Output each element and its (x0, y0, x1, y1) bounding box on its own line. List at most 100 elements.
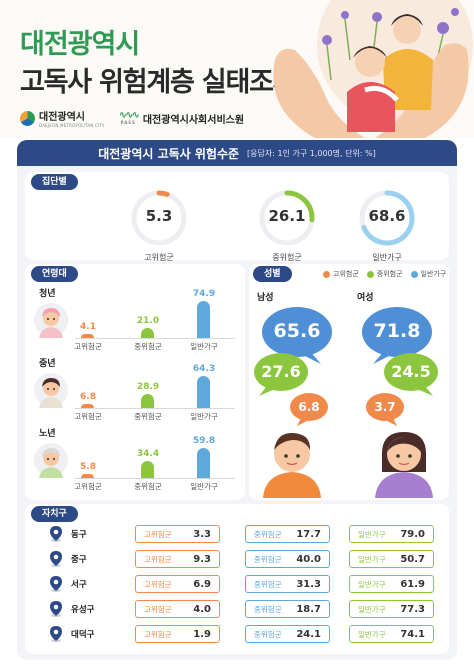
age-bar (197, 448, 210, 478)
district-row: 대덕구 고위험군 1.9 중위험군 24.1 일반가구 74.1 (27, 624, 447, 644)
group-ring-chart-0 (131, 190, 187, 246)
district-cell-label: 일반가구 (358, 529, 386, 539)
district-cell-label: 중위험군 (254, 604, 282, 614)
male-high-value: 6.8 (298, 400, 320, 414)
district-cell-label: 중위험군 (254, 529, 282, 539)
group-ring-arc (131, 190, 187, 246)
card-subtitle: [응답자: 1인 가구 1,000명, 단위: %] (247, 148, 376, 158)
age-bar (197, 375, 210, 408)
district-cell-label: 중위험군 (254, 629, 282, 639)
title-line-1: 대전광역시 (20, 29, 140, 60)
group-ring-value: 5.3 (145, 207, 173, 225)
district-cell-value: 79.0 (400, 528, 425, 540)
male-mid-value: 27.6 (261, 362, 301, 381)
age-bar-value: 64.3 (192, 363, 216, 374)
district-high-cell: 고위험군 1.9 (135, 625, 220, 643)
district-cell-value: 24.1 (296, 628, 321, 640)
location-pin-icon (50, 576, 62, 592)
age-bar-label: 일반가구 (190, 342, 218, 351)
age-tag: 연령대 (31, 266, 78, 282)
age-baseline (75, 478, 235, 479)
daejeon-emblem-icon (20, 110, 35, 126)
district-general-cell: 일반가구 74.1 (349, 625, 434, 643)
female-mid-bubble (384, 353, 438, 396)
male-person-illustration (263, 432, 321, 498)
daejeon-logo: 대전광역시 DAEJEON METROPOLITAN CITY (20, 108, 105, 128)
age-avatar-icon (34, 303, 68, 338)
logo-bar: 대전광역시 DAEJEON METROPOLITAN CITY ∿∿∿ PASS… (20, 108, 244, 128)
group-ring-arc (359, 190, 415, 246)
district-cell-value: 9.3 (193, 553, 211, 565)
district-row: 유성구 고위험군 4.0 중위험군 18.7 일반가구 77.3 (27, 599, 447, 619)
district-cell-label: 고위험군 (144, 604, 172, 614)
location-pin-icon (50, 526, 62, 542)
card-header: 대전광역시 고독사 위험수준 [응답자: 1인 가구 1,000명, 단위: %… (17, 140, 457, 166)
male-general-value: 65.6 (273, 320, 321, 342)
district-name: 서구 (71, 580, 87, 590)
age-bar (197, 300, 210, 338)
gender-male-label: 남성 (257, 293, 274, 303)
age-bar-value: 5.8 (80, 462, 96, 472)
female-mid-value: 24.5 (391, 362, 431, 381)
age-bar-value: 74.9 (192, 288, 216, 299)
age-baseline (75, 408, 235, 409)
card-title: 대전광역시 고독사 위험수준 (98, 146, 240, 161)
age-bar (81, 474, 94, 478)
district-name: 유성구 (71, 605, 95, 615)
group-ring-2: 68.6 일반가구 (357, 188, 417, 268)
age-avatar-icon (34, 373, 68, 408)
age-bar-label: 중위험군 (134, 342, 162, 351)
gender-female-label: 여성 (357, 293, 374, 303)
district-cell-value: 50.7 (400, 553, 425, 565)
age-bar-value: 28.9 (136, 381, 160, 392)
district-cell-label: 고위험군 (144, 529, 172, 539)
age-bar (141, 460, 154, 478)
district-general-cell: 일반가구 50.7 (349, 550, 434, 568)
district-row: 동구 고위험군 3.3 중위험군 17.7 일반가구 79.0 (27, 524, 447, 544)
district-cell-label: 일반가구 (358, 604, 386, 614)
age-bar-label: 중위험군 (134, 482, 162, 491)
district-cell-value: 74.1 (400, 628, 425, 640)
survey-card: 대전광역시 고독사 위험수준 [응답자: 1인 가구 1,000명, 단위: %… (17, 140, 457, 660)
district-high-cell: 고위험군 6.9 (135, 575, 220, 593)
district-cell-value: 3.3 (193, 528, 211, 540)
district-cell-label: 일반가구 (358, 554, 386, 564)
district-mid-cell: 중위험군 17.7 (245, 525, 330, 543)
title-line-2: 고독사 위험계층 실태조사 (20, 67, 298, 98)
group-ring-value: 68.6 (368, 207, 406, 225)
group-ring-label: 고위험군 (144, 253, 174, 262)
age-bar-label: 일반가구 (190, 412, 218, 421)
district-general-cell: 일반가구 61.9 (349, 575, 434, 593)
daejeon-logo-sub: DAEJEON METROPOLITAN CITY (39, 123, 105, 128)
group-ring-1: 26.1 중위험군 (257, 188, 317, 268)
district-cell-value: 77.3 (400, 603, 425, 615)
district-high-cell: 고위험군 9.3 (135, 550, 220, 568)
district-cell-value: 18.7 (296, 603, 321, 615)
district-cell-label: 고위험군 (144, 579, 172, 589)
age-bar-label: 중위험군 (134, 412, 162, 421)
female-high-value: 3.7 (374, 400, 396, 414)
district-cell-label: 중위험군 (254, 554, 282, 564)
header: 대전광역시 고독사 위험계층 실태조사 대전광역시 DAEJEON METROP… (0, 0, 474, 138)
male-mid-bubble (254, 353, 308, 396)
district-high-cell: 고위험군 3.3 (135, 525, 220, 543)
pass-emblem-icon: ∿∿∿ PASS (118, 110, 140, 126)
group-ring-value: 26.1 (268, 207, 306, 225)
district-cell-label: 일반가구 (358, 629, 386, 639)
district-general-cell: 일반가구 79.0 (349, 525, 434, 543)
district-name: 중구 (71, 555, 87, 565)
group-ring-chart-1 (259, 190, 315, 246)
legend-mid: 중위험군 (366, 269, 403, 279)
age-bar-value: 4.1 (80, 322, 96, 332)
age-row-name: 청년 (39, 289, 56, 299)
district-cell-value: 4.0 (193, 603, 211, 615)
district-row: 중구 고위험군 9.3 중위험군 40.0 일반가구 50.7 (27, 549, 447, 569)
age-bar-value: 6.8 (80, 392, 96, 402)
male-high-bubble (290, 393, 328, 426)
district-cell-value: 40.0 (296, 553, 321, 565)
age-bar-label: 일반가구 (190, 482, 218, 491)
district-cell-value: 17.7 (296, 528, 321, 540)
district-high-cell: 고위험군 4.0 (135, 600, 220, 618)
social-service-logo-name: 대전광역시사회서비스원 (142, 114, 245, 126)
group-ring-label: 일반가구 (372, 253, 402, 262)
